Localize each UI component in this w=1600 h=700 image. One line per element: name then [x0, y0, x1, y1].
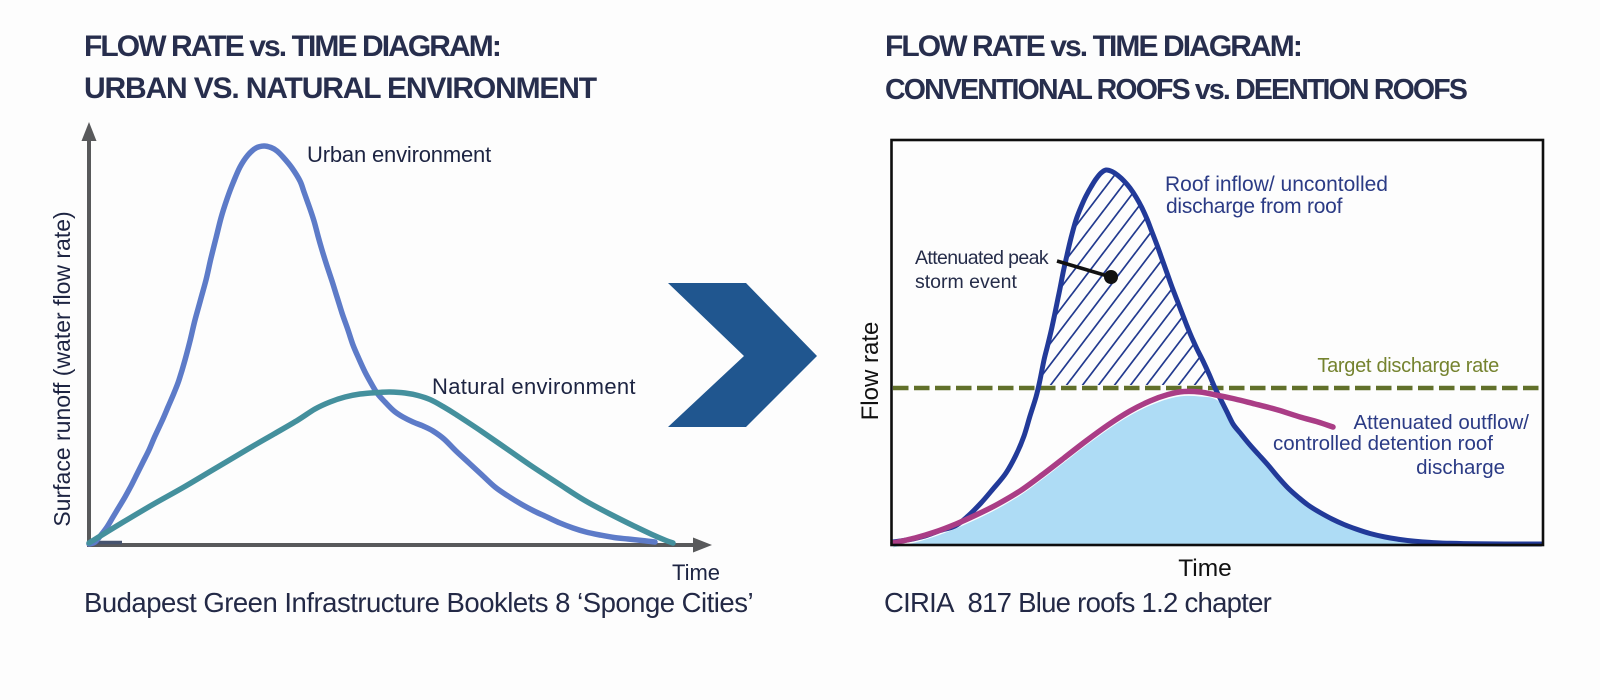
- svg-text:Flow rate: Flow rate: [857, 322, 884, 421]
- svg-text:FLOW RATE vs. TIME DIAGRAM:: FLOW RATE vs. TIME DIAGRAM:: [84, 30, 500, 63]
- svg-text:discharge: discharge: [1416, 456, 1505, 479]
- svg-text:URBAN VS. NATURAL ENVIRONMENT: URBAN VS. NATURAL ENVIRONMENT: [84, 72, 597, 105]
- svg-text:Surface runoff (water flow rat: Surface runoff (water flow rate): [49, 211, 75, 526]
- svg-text:CONVENTIONAL ROOFS vs. DEENTIO: CONVENTIONAL ROOFS vs. DEENTION ROOFS: [885, 74, 1467, 106]
- svg-text:Target discharge rate: Target discharge rate: [1317, 355, 1499, 377]
- svg-text:Time: Time: [672, 560, 720, 585]
- svg-text:Budapest Green Infrastructure: Budapest Green Infrastructure Booklets 8…: [84, 587, 753, 618]
- svg-text:Attenuated outflow/: Attenuated outflow/: [1353, 411, 1529, 434]
- svg-text:Natural environment: Natural environment: [432, 374, 636, 399]
- svg-text:CIRIA 817 Blue roofs 1.2 chap: CIRIA 817 Blue roofs 1.2 chapter: [884, 587, 1272, 618]
- svg-text:storm event: storm event: [915, 271, 1017, 293]
- svg-text:Roof inflow/ uncontolled: Roof inflow/ uncontolled: [1165, 173, 1388, 196]
- svg-text:Attenuated peak: Attenuated peak: [915, 247, 1049, 269]
- svg-text:FLOW RATE vs. TIME DIAGRAM:: FLOW RATE vs. TIME DIAGRAM:: [885, 30, 1301, 63]
- svg-text:discharge from roof: discharge from roof: [1166, 195, 1343, 218]
- svg-text:Urban environment: Urban environment: [307, 142, 491, 167]
- svg-text:controlled detention roof: controlled detention roof: [1273, 432, 1493, 455]
- svg-text:Time: Time: [1178, 555, 1232, 582]
